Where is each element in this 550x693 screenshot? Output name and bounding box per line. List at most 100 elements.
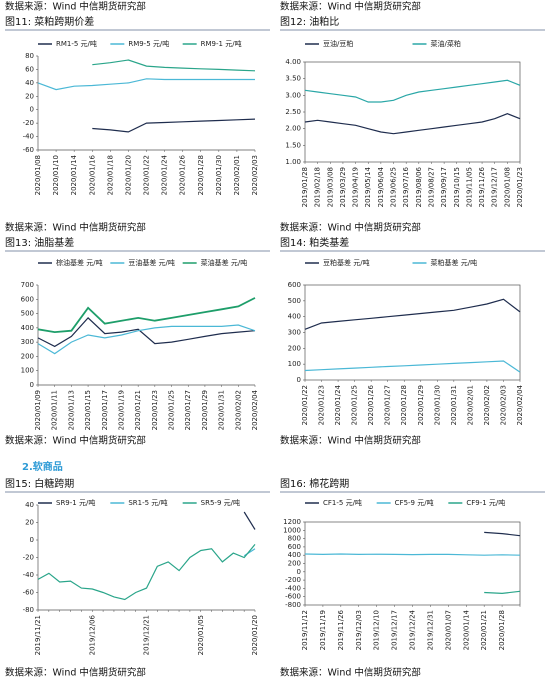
x-tick-label: 2020/01/27 xyxy=(384,385,392,425)
y-tick-label: 1200 xyxy=(283,518,301,526)
y-tick-label: 20 xyxy=(25,519,34,527)
legend-label: CF9-1 元/吨 xyxy=(466,498,505,507)
x-tick-label: 2019/12/06 xyxy=(88,614,96,655)
y-tick-label: -600 xyxy=(285,593,301,601)
x-tick-label: 2020/01/25 xyxy=(351,385,359,425)
y-tick-label: 500 xyxy=(21,310,34,318)
y-tick-label: 0 xyxy=(297,568,301,576)
x-tick-label: 2020/01/30 xyxy=(433,385,441,425)
legend-label: 菜粕基差 元/吨 xyxy=(431,258,478,267)
x-tick-label: 2020/02/02 xyxy=(483,385,491,425)
source-note: 数据来源：Wind 中信期货研究部 xyxy=(5,667,146,679)
y-tick-label: 600 xyxy=(288,281,301,289)
y-tick-label: 0 xyxy=(297,376,301,384)
series-line xyxy=(304,360,521,373)
y-tick-label: 60 xyxy=(25,65,34,73)
y-tick-label: 200 xyxy=(288,344,301,352)
x-tick-label: 2020/01/10 xyxy=(52,155,60,195)
source-note: 数据来源：Wind 中信期货研究部 xyxy=(280,222,421,234)
y-tick-label: -40 xyxy=(23,133,34,141)
x-tick-label: 2019/04/19 xyxy=(352,167,360,207)
y-tick-label: 600 xyxy=(288,543,301,551)
x-tick-label: 2020/01/26 xyxy=(367,384,375,425)
chart-title: 图16: 棉花跨期 xyxy=(280,477,349,490)
x-tick-label: 2019/09/17 xyxy=(440,167,448,207)
series-line xyxy=(37,544,256,601)
x-tick-label: 2020/01/21 xyxy=(480,610,488,650)
series-line xyxy=(304,113,521,135)
x-tick-label: 2020/01/26 xyxy=(179,154,187,195)
y-tick-label: 400 xyxy=(288,313,301,321)
x-tick-label: 2019/11/21 xyxy=(34,615,42,655)
x-tick-label: 2019/08/06 xyxy=(415,166,423,207)
y-tick-label: 800 xyxy=(288,535,301,543)
x-tick-label: 2020/01/14 xyxy=(462,609,470,650)
x-tick-label: 2019/12/24 xyxy=(409,609,417,650)
legend-label: RM1-5 元/吨 xyxy=(56,39,97,48)
series-line xyxy=(304,553,521,556)
y-tick-label: 40 xyxy=(25,79,34,87)
y-tick-label: 100 xyxy=(21,367,34,375)
y-tick-label: 3.00 xyxy=(285,91,301,99)
x-tick-label: 2019/11/19 xyxy=(319,610,327,650)
y-tick-label: 40 xyxy=(25,501,34,509)
legend-label: 豆油基差 元/吨 xyxy=(128,258,175,267)
x-tick-label: 2019/11/12 xyxy=(301,610,309,650)
x-tick-label: 2020/02/03 xyxy=(499,385,507,425)
y-tick-label: -80 xyxy=(23,606,34,614)
x-tick-label: 2020/01/16 xyxy=(88,154,96,195)
x-tick-label: 2020/01/24 xyxy=(334,384,342,425)
y-tick-label: 0 xyxy=(30,536,34,544)
x-tick-label: 2019/05/14 xyxy=(364,166,372,207)
plot-frame xyxy=(304,61,521,163)
x-tick-label: 2020/01/28 xyxy=(400,385,408,425)
x-tick-label: 2020/01/20 xyxy=(124,155,132,195)
source-note: 数据来源：Wind 中信期货研究部 xyxy=(280,435,421,447)
x-tick-label: 2020/01/27 xyxy=(184,390,192,430)
x-tick-label: 2020/01/22 xyxy=(143,155,151,195)
series-line xyxy=(484,590,521,595)
x-tick-label: 2020/01/19 xyxy=(117,390,125,430)
y-tick-label: 200 xyxy=(288,560,301,568)
series-line xyxy=(92,118,256,133)
legend-label: CF5-9 元/吨 xyxy=(395,498,434,507)
x-tick-label: 2019/06/25 xyxy=(390,167,398,207)
series-line xyxy=(243,511,256,530)
series-line xyxy=(304,79,521,103)
x-tick-label: 2020/02/01 xyxy=(233,155,241,195)
x-tick-label: 2020/01/18 xyxy=(106,155,114,195)
x-tick-label: 2019/01/28 xyxy=(301,167,309,207)
y-tick-label: 100 xyxy=(288,360,301,368)
y-tick-label: 0 xyxy=(30,106,34,114)
x-tick-label: 2020/01/23 xyxy=(151,390,159,430)
series-line xyxy=(37,324,256,355)
y-tick-label: 400 xyxy=(288,551,301,559)
source-note: 数据来源：Wind 中信期货研究部 xyxy=(5,435,146,447)
legend-label: 豆粕基差 元/吨 xyxy=(323,258,370,267)
x-tick-label: 2020/01/09 xyxy=(34,390,42,430)
x-tick-label: 2020/01/25 xyxy=(168,390,176,430)
source-note: 数据来源：Wind 中信期货研究部 xyxy=(280,667,421,679)
x-tick-label: 2020/01/29 xyxy=(201,390,209,430)
y-tick-label: 2.50 xyxy=(285,108,301,116)
y-tick-label: 20 xyxy=(25,92,34,100)
x-tick-label: 2019/08/27 xyxy=(427,167,435,207)
y-tick-label: 3.50 xyxy=(285,75,301,83)
y-tick-label: 1000 xyxy=(283,526,301,534)
x-tick-label: 2020/02/03 xyxy=(251,155,259,195)
y-tick-label: -800 xyxy=(285,601,301,609)
legend-label: RM9-1 元/吨 xyxy=(201,39,242,48)
x-tick-label: 2019/06/04 xyxy=(377,166,385,207)
x-tick-label: 2019/11/26 xyxy=(478,166,486,207)
section-heading: 2.软商品 xyxy=(22,460,63,473)
x-tick-label: 2020/01/08 xyxy=(34,155,42,195)
x-tick-label: 2020/01/28 xyxy=(498,610,506,650)
legend-label: 菜油/菜粕 xyxy=(431,39,461,48)
x-tick-label: 2019/12/17 xyxy=(491,167,499,207)
x-tick-label: 2019/12/17 xyxy=(391,610,399,650)
legend-label: SR9-1 元/吨 xyxy=(56,498,95,507)
y-tick-label: -20 xyxy=(23,119,34,127)
x-tick-label: 2019/10/15 xyxy=(453,167,461,207)
series-line xyxy=(92,59,256,72)
